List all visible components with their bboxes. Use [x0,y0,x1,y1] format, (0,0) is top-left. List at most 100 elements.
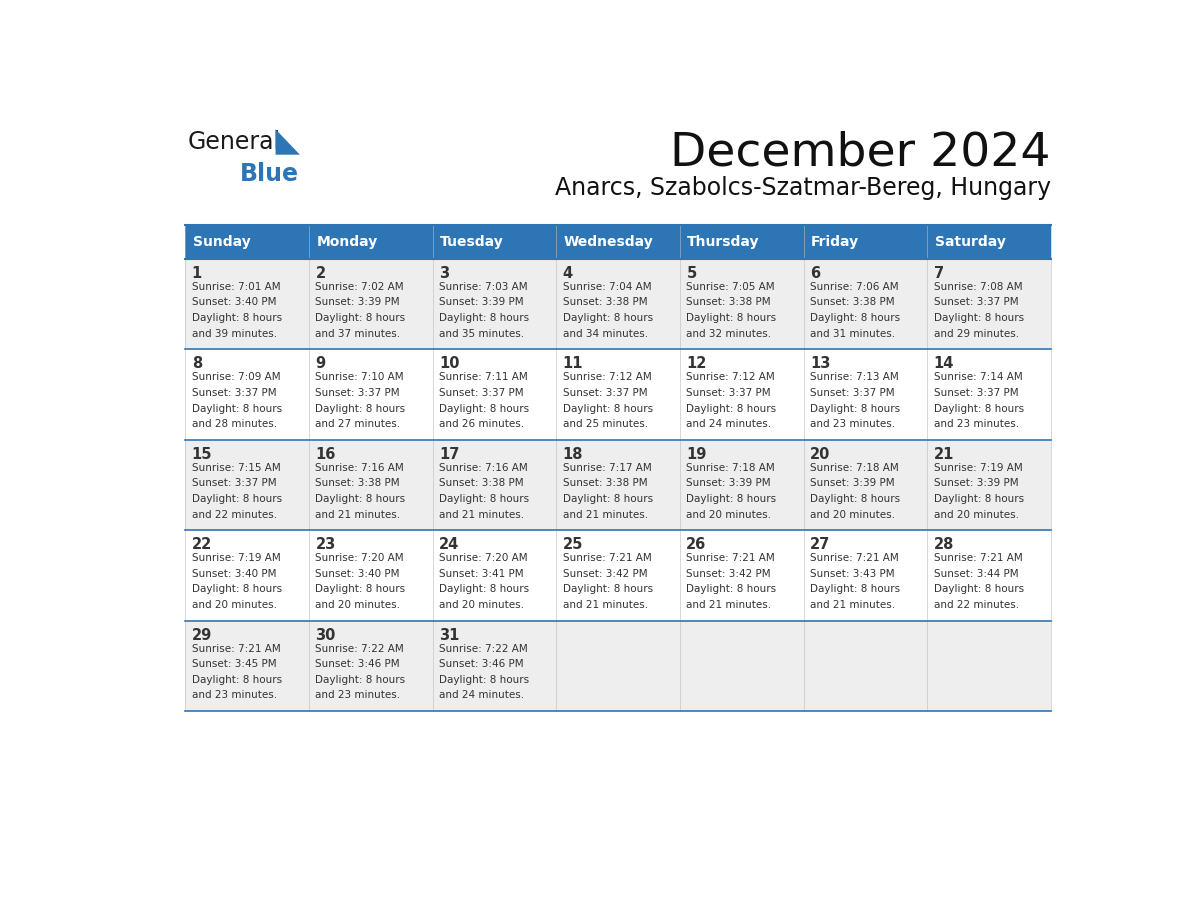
Text: and 23 minutes.: and 23 minutes. [934,419,1019,429]
Text: Sunrise: 7:14 AM: Sunrise: 7:14 AM [934,373,1023,383]
Text: and 35 minutes.: and 35 minutes. [440,329,524,339]
Text: Daylight: 8 hours: Daylight: 8 hours [687,585,777,595]
Text: Sunset: 3:37 PM: Sunset: 3:37 PM [563,388,647,398]
Text: and 34 minutes.: and 34 minutes. [563,329,647,339]
Text: Sunrise: 7:22 AM: Sunrise: 7:22 AM [440,644,527,654]
Text: Sunset: 3:44 PM: Sunset: 3:44 PM [934,569,1018,579]
Text: Sunrise: 7:01 AM: Sunrise: 7:01 AM [191,282,280,292]
Text: Friday: Friday [811,235,859,249]
Text: December 2024: December 2024 [670,130,1051,175]
Text: 5: 5 [687,265,696,281]
Text: 18: 18 [563,447,583,462]
Text: Daylight: 8 hours: Daylight: 8 hours [315,494,405,504]
Text: General: General [188,130,280,154]
Text: Daylight: 8 hours: Daylight: 8 hours [315,313,405,323]
Text: 16: 16 [315,447,336,462]
Text: Sunrise: 7:11 AM: Sunrise: 7:11 AM [440,373,527,383]
Text: Daylight: 8 hours: Daylight: 8 hours [563,313,653,323]
Text: Daylight: 8 hours: Daylight: 8 hours [934,585,1024,595]
Text: Sunset: 3:42 PM: Sunset: 3:42 PM [563,569,647,579]
Bar [185,440,1051,530]
Text: Daylight: 8 hours: Daylight: 8 hours [934,313,1024,323]
Text: 27: 27 [810,537,830,552]
Text: and 29 minutes.: and 29 minutes. [934,329,1019,339]
Bar [927,225,1051,259]
Text: Daylight: 8 hours: Daylight: 8 hours [440,585,529,595]
Text: 2: 2 [315,265,326,281]
Text: Sunset: 3:38 PM: Sunset: 3:38 PM [440,478,524,488]
Text: Daylight: 8 hours: Daylight: 8 hours [810,494,901,504]
Text: 6: 6 [810,265,820,281]
Text: Daylight: 8 hours: Daylight: 8 hours [563,494,653,504]
Text: Sunrise: 7:10 AM: Sunrise: 7:10 AM [315,373,404,383]
Text: 21: 21 [934,447,954,462]
Text: Daylight: 8 hours: Daylight: 8 hours [810,404,901,413]
Text: Sunset: 3:39 PM: Sunset: 3:39 PM [687,478,771,488]
Text: Anarcs, Szabolcs-Szatmar-Bereg, Hungary: Anarcs, Szabolcs-Szatmar-Bereg, Hungary [555,176,1051,200]
Text: and 21 minutes.: and 21 minutes. [563,509,647,520]
Text: Sunset: 3:42 PM: Sunset: 3:42 PM [687,569,771,579]
Text: and 20 minutes.: and 20 minutes. [440,600,524,610]
Text: 28: 28 [934,537,954,552]
Text: and 39 minutes.: and 39 minutes. [191,329,277,339]
Text: 9: 9 [315,356,326,371]
Text: Sunrise: 7:03 AM: Sunrise: 7:03 AM [440,282,527,292]
Text: Daylight: 8 hours: Daylight: 8 hours [191,494,282,504]
Text: Daylight: 8 hours: Daylight: 8 hours [687,494,777,504]
Text: 22: 22 [191,537,211,552]
Text: Sunset: 3:41 PM: Sunset: 3:41 PM [440,569,524,579]
Bar [185,621,1051,711]
Text: Sunrise: 7:04 AM: Sunrise: 7:04 AM [563,282,651,292]
Text: 24: 24 [440,537,460,552]
Text: and 25 minutes.: and 25 minutes. [563,419,647,429]
Bar [680,225,803,259]
Text: and 22 minutes.: and 22 minutes. [934,600,1019,610]
Text: Sunset: 3:37 PM: Sunset: 3:37 PM [315,388,400,398]
Text: and 22 minutes.: and 22 minutes. [191,509,277,520]
Text: Sunset: 3:37 PM: Sunset: 3:37 PM [810,388,895,398]
Text: Blue: Blue [240,162,298,185]
Text: Daylight: 8 hours: Daylight: 8 hours [440,404,529,413]
Text: 8: 8 [191,356,202,371]
Text: Sunrise: 7:20 AM: Sunrise: 7:20 AM [440,554,527,564]
Text: Sunrise: 7:09 AM: Sunrise: 7:09 AM [191,373,280,383]
Text: Sunrise: 7:18 AM: Sunrise: 7:18 AM [810,463,898,473]
Text: Daylight: 8 hours: Daylight: 8 hours [563,585,653,595]
Text: Sunset: 3:45 PM: Sunset: 3:45 PM [191,659,277,669]
Text: 10: 10 [440,356,460,371]
Text: Sunrise: 7:19 AM: Sunrise: 7:19 AM [191,554,280,564]
Text: Daylight: 8 hours: Daylight: 8 hours [810,585,901,595]
Text: 11: 11 [563,356,583,371]
Text: Sunset: 3:40 PM: Sunset: 3:40 PM [191,569,277,579]
Text: Daylight: 8 hours: Daylight: 8 hours [440,494,529,504]
Text: Wednesday: Wednesday [563,235,653,249]
Text: Sunset: 3:40 PM: Sunset: 3:40 PM [191,297,277,308]
Text: 29: 29 [191,628,211,643]
Text: Sunset: 3:37 PM: Sunset: 3:37 PM [934,297,1018,308]
Text: Sunday: Sunday [192,235,251,249]
Text: Saturday: Saturday [935,235,1005,249]
Text: Daylight: 8 hours: Daylight: 8 hours [440,675,529,685]
Text: Monday: Monday [316,235,378,249]
Text: 13: 13 [810,356,830,371]
Text: Sunset: 3:39 PM: Sunset: 3:39 PM [810,478,895,488]
Text: and 20 minutes.: and 20 minutes. [191,600,277,610]
Text: Sunrise: 7:17 AM: Sunrise: 7:17 AM [563,463,651,473]
Text: Sunrise: 7:15 AM: Sunrise: 7:15 AM [191,463,280,473]
Text: Daylight: 8 hours: Daylight: 8 hours [315,404,405,413]
Text: Sunset: 3:38 PM: Sunset: 3:38 PM [563,297,647,308]
Text: Sunrise: 7:16 AM: Sunrise: 7:16 AM [315,463,404,473]
Text: Sunset: 3:46 PM: Sunset: 3:46 PM [440,659,524,669]
Text: Sunrise: 7:21 AM: Sunrise: 7:21 AM [934,554,1023,564]
Text: Sunset: 3:37 PM: Sunset: 3:37 PM [191,478,277,488]
Text: and 24 minutes.: and 24 minutes. [687,419,771,429]
Text: 1: 1 [191,265,202,281]
Text: Sunrise: 7:21 AM: Sunrise: 7:21 AM [191,644,280,654]
Text: Sunrise: 7:06 AM: Sunrise: 7:06 AM [810,282,898,292]
Text: and 28 minutes.: and 28 minutes. [191,419,277,429]
Text: and 23 minutes.: and 23 minutes. [315,690,400,700]
Bar [803,225,927,259]
Text: Sunrise: 7:20 AM: Sunrise: 7:20 AM [315,554,404,564]
Text: and 21 minutes.: and 21 minutes. [315,509,400,520]
Text: Daylight: 8 hours: Daylight: 8 hours [315,675,405,685]
